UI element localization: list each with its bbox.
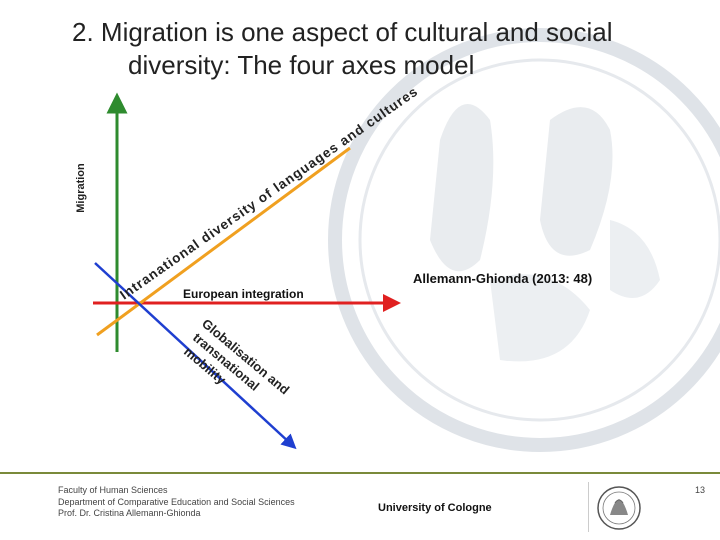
footer-department: Department of Comparative Education and …: [58, 496, 295, 507]
university-seal-logo: [597, 486, 641, 530]
globalisation-axis: [94, 262, 297, 450]
logo-divider: [588, 482, 589, 532]
slide-title: 2. Migration is one aspect of cultural a…: [72, 16, 692, 82]
footer-department-info: Faculty of Human Sciences Department of …: [58, 485, 295, 520]
footer-faculty: Faculty of Human Sciences: [58, 485, 168, 495]
university-seal-watermark: [328, 28, 720, 452]
title-line-1: 2. Migration is one aspect of cultural a…: [72, 17, 613, 47]
title-line-2: diversity: The four axes model: [128, 50, 475, 80]
intranational-diversity-axis: [96, 146, 351, 337]
intranational-diversity-label: Intranational diversity of languages and…: [117, 83, 421, 302]
european-integration-label: European integration: [183, 287, 304, 301]
footer-professor: Prof. Dr. Cristina Allemann-Ghionda: [58, 508, 201, 518]
migration-axis-label: Migration: [75, 163, 87, 213]
citation: Allemann-Ghionda (2013: 48): [413, 271, 593, 286]
footer-rule: [0, 472, 720, 474]
page-number: 13: [695, 485, 706, 495]
footer-university: University of Cologne: [378, 502, 492, 514]
